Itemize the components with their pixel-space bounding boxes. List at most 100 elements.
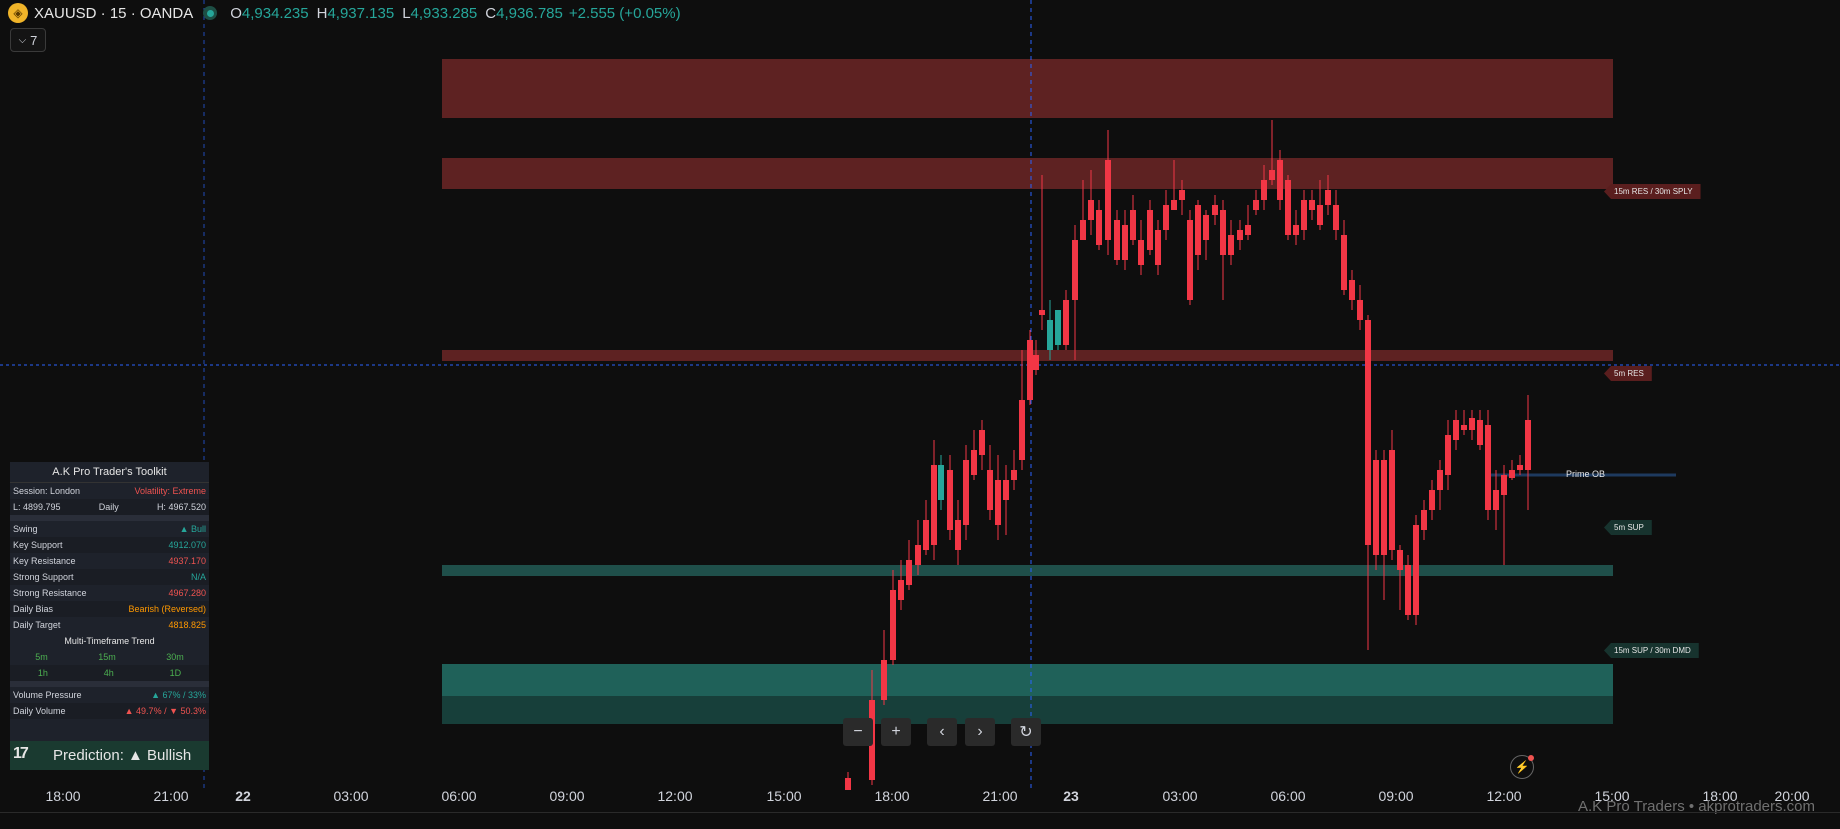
chevron-right-icon: › [977, 723, 983, 740]
zoom-in-button[interactable]: + [881, 718, 911, 746]
row-label: Key Resistance [13, 556, 76, 566]
candle-body [1155, 230, 1161, 265]
time-axis-label: 20:00 [1774, 788, 1810, 804]
candle-body [1405, 565, 1411, 615]
row-label: Strong Support [13, 572, 74, 582]
close-label: C [485, 4, 497, 22]
candle-body [1063, 300, 1069, 345]
candle-body [1047, 320, 1053, 350]
high-value: 4,937.135 [327, 4, 395, 22]
reset-chart-button[interactable]: ↻ [1011, 718, 1041, 746]
zone-label-5m-res: 5m RES [1604, 366, 1652, 381]
row-value: ▲ 67% / 33% [151, 690, 206, 700]
time-axis-label: 23 [1063, 788, 1079, 804]
candle-body [1285, 180, 1291, 235]
candle-body [931, 465, 937, 545]
time-axis-label: 12:00 [1486, 788, 1522, 804]
candle-body [1147, 210, 1153, 250]
candle-body [1325, 190, 1331, 205]
candle-body [1203, 215, 1209, 240]
candle-body [1039, 310, 1045, 315]
time-axis-label: 06:00 [1270, 788, 1306, 804]
toolkit-row: Daily Bias Bearish (Reversed) [10, 601, 209, 617]
bottom-divider [0, 812, 1840, 813]
zone-label-prime-ob: Prime OB [1566, 469, 1606, 479]
candle-body [995, 480, 1001, 525]
row-value: 4818.825 [168, 620, 206, 630]
candle-body [1253, 200, 1259, 210]
change-value: +2.555 (+0.05%) [568, 4, 681, 22]
time-axis-label: 21:00 [982, 788, 1018, 804]
candle-body [1501, 475, 1507, 495]
symbol-title[interactable]: XAUUSD · 15 · OANDA [34, 4, 194, 22]
scroll-right-button[interactable]: › [965, 718, 995, 746]
zoom-out-button[interactable]: − [843, 718, 873, 746]
candle-body [971, 450, 977, 475]
candle-body [845, 778, 851, 790]
price-chart[interactable] [0, 0, 1840, 790]
prediction-text: Prediction: ▲ Bullish [53, 747, 192, 764]
candle-body [1333, 205, 1339, 230]
daily-range-row: L: 4899.795 Daily H: 4967.520 [10, 499, 209, 515]
candle-body [1163, 205, 1169, 230]
mtf-cell: 1h [37, 668, 48, 678]
candle-body [1011, 470, 1017, 480]
volatility-label: Volatility: Extreme [134, 486, 206, 496]
row-label: Key Support [13, 540, 63, 550]
chevron-left-icon: ‹ [939, 723, 945, 740]
candle-body [1027, 340, 1033, 400]
time-axis-label: 15:00 [766, 788, 802, 804]
time-axis-label: 22 [235, 788, 251, 804]
candle-body [923, 520, 929, 550]
candle-body [1429, 490, 1435, 510]
minus-icon: − [853, 723, 863, 740]
row-label: Swing [13, 524, 38, 534]
candle-body [1461, 425, 1467, 430]
candle-body [1033, 355, 1039, 370]
candle-body [1212, 205, 1218, 215]
zone-label-15m-sup: 15m SUP / 30m DMD [1604, 643, 1699, 658]
daily-high: H: 4967.520 [156, 502, 206, 512]
candle-body [955, 520, 961, 550]
candle-body [1072, 240, 1078, 300]
row-label: Daily Bias [13, 604, 54, 614]
mtf-cell: 30m [166, 652, 184, 662]
candle-body [1261, 180, 1267, 200]
candle-body [1317, 205, 1323, 225]
candle-body [1445, 435, 1451, 475]
candle-body [1341, 235, 1347, 290]
candle-body [1525, 420, 1531, 470]
tradingview-logo-icon[interactable]: 17 [13, 744, 29, 762]
candle-body [1114, 220, 1120, 260]
toolkit-row: Swing ▲ Bull [10, 521, 209, 537]
candle-body [1469, 418, 1475, 430]
trader-toolkit-panel: A.K Pro Trader's Toolkit Session: London… [10, 462, 209, 770]
gold-coin-icon: ◈ [8, 3, 28, 23]
candle-body [1397, 550, 1403, 570]
candle-body [979, 430, 985, 455]
time-axis-label: 03:00 [1162, 788, 1198, 804]
scroll-left-button[interactable]: ‹ [927, 718, 957, 746]
support-zone-5m [442, 565, 1613, 576]
resistance-zone-upper [442, 59, 1613, 118]
time-axis[interactable]: 18:00 21:00 22 03:00 06:00 09:00 12:00 15:00 18:… [0, 788, 1840, 806]
indicators-toggle-button[interactable]: ⌵ 7 [10, 28, 46, 52]
candle-body [1105, 160, 1111, 240]
chevron-down-icon: ⌵ [18, 34, 27, 46]
watermark: A.K Pro Traders • akprotraders.com [1578, 798, 1816, 815]
lightning-alert-icon[interactable]: ⚡ [1510, 755, 1534, 779]
candle-body [1477, 420, 1483, 445]
candle-body [1195, 205, 1201, 255]
mtf-row: 5m 15m 30m [10, 649, 209, 665]
row-value: 4937.170 [168, 556, 206, 566]
toolkit-row: Strong Resistance 4967.280 [10, 585, 209, 601]
time-axis-label: 06:00 [441, 788, 477, 804]
candle-body [1293, 225, 1299, 235]
candle-body [947, 470, 953, 530]
low-value: 4,933.285 [410, 4, 478, 22]
candle-body [1373, 460, 1379, 555]
candle-body [1277, 160, 1283, 200]
candle-body [1301, 200, 1307, 230]
time-axis-label: 21:00 [153, 788, 189, 804]
time-axis-label: 09:00 [1378, 788, 1414, 804]
